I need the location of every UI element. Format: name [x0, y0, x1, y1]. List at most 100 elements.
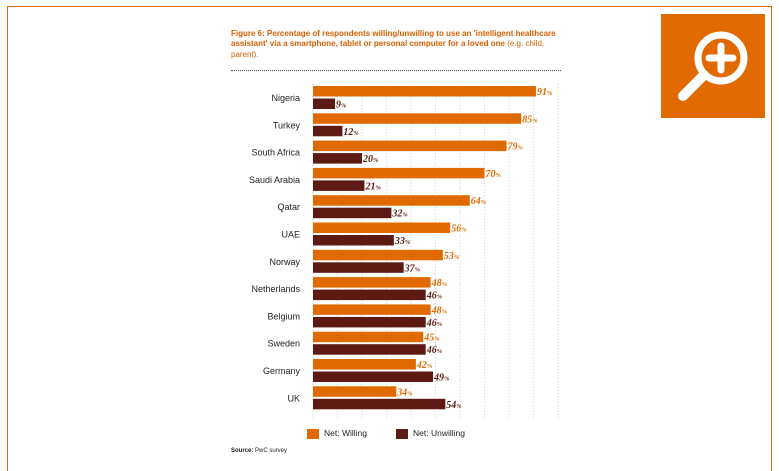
source-label: Source: — [231, 448, 254, 454]
bar-unwilling — [313, 262, 404, 273]
figure-title-light: (e.g. child, parent). — [231, 39, 545, 59]
category-label: UK — [287, 393, 300, 403]
percent-suffix: % — [437, 348, 443, 355]
percent-suffix: % — [454, 254, 460, 261]
percent-suffix: % — [442, 308, 448, 315]
data-label-unwilling: 12% — [343, 127, 359, 138]
data-label-unwilling: 54% — [446, 400, 462, 411]
legend-label-unwilling: Net: Unwilling — [413, 428, 465, 438]
bar-willing — [313, 167, 485, 179]
data-label-unwilling: 46% — [426, 291, 443, 302]
data-label-willing: 70% — [486, 169, 502, 180]
bar-unwilling — [313, 235, 394, 246]
data-label-willing: 79% — [508, 142, 524, 153]
bar-willing — [313, 249, 443, 261]
data-label-unwilling: 33% — [394, 236, 411, 247]
figure-frame — [7, 6, 772, 471]
bar-unwilling — [313, 289, 426, 301]
percent-suffix: % — [437, 321, 443, 328]
data-label-unwilling: 49% — [433, 373, 450, 384]
bar-willing — [313, 195, 470, 206]
bar-willing — [313, 304, 431, 315]
legend-label-willing: Net: Willing — [324, 428, 367, 438]
percent-suffix: % — [442, 281, 448, 288]
bar-unwilling — [313, 207, 392, 219]
data-label-willing: 34% — [396, 387, 413, 398]
bar-unwilling — [313, 180, 365, 191]
category-label: Nigeria — [271, 93, 300, 103]
category-label: Netherlands — [251, 284, 300, 294]
title-divider — [231, 70, 561, 71]
data-label-willing: 42% — [416, 360, 433, 371]
data-label-willing: 85% — [522, 114, 538, 125]
percent-suffix: % — [532, 117, 538, 124]
bar-unwilling — [313, 344, 426, 355]
percent-suffix: % — [456, 403, 462, 410]
data-label-unwilling: 9% — [336, 100, 347, 111]
bar-willing — [313, 386, 397, 397]
percent-suffix: % — [518, 145, 524, 152]
category-label: Qatar — [277, 202, 300, 212]
percent-suffix: % — [547, 90, 553, 97]
bar-willing — [313, 359, 416, 370]
data-label-unwilling: 46% — [426, 345, 443, 356]
data-label-unwilling: 20% — [362, 154, 379, 165]
bar-unwilling — [313, 316, 426, 328]
data-label-unwilling: 46% — [426, 318, 443, 329]
data-label-willing: 64% — [471, 196, 487, 207]
percent-suffix: % — [427, 363, 433, 370]
category-label: Belgium — [267, 311, 300, 321]
bar-willing — [313, 86, 536, 97]
legend-item-unwilling: Net: Unwilling — [396, 428, 465, 439]
percent-suffix: % — [415, 266, 421, 273]
category-label: Sweden — [267, 339, 300, 349]
category-label: Norway — [269, 257, 300, 267]
percent-suffix: % — [496, 172, 502, 179]
data-label-willing: 91% — [537, 87, 553, 98]
magnifier-plus-icon — [678, 31, 748, 101]
percent-suffix: % — [481, 199, 487, 206]
percent-suffix: % — [402, 212, 408, 219]
bar-willing — [313, 113, 522, 124]
percent-suffix: % — [373, 157, 379, 164]
data-label-willing: 53% — [444, 251, 460, 262]
data-label-willing: 45% — [423, 333, 440, 344]
percent-suffix: % — [407, 390, 413, 397]
bar-unwilling — [313, 398, 446, 410]
bar-unwilling — [313, 125, 343, 137]
percent-suffix: % — [444, 376, 450, 383]
source-note: Source: PwC survey — [231, 448, 287, 454]
percent-suffix: % — [434, 336, 440, 343]
percent-suffix: % — [461, 227, 467, 234]
bar-unwilling — [313, 153, 362, 164]
percent-suffix: % — [405, 239, 411, 246]
category-label: South Africa — [251, 148, 300, 158]
category-label: Germany — [263, 366, 301, 376]
category-label: Turkey — [273, 120, 301, 130]
figure-title: Figure 6: Percentage of respondents will… — [231, 29, 561, 60]
percent-suffix: % — [353, 130, 359, 137]
bar-unwilling — [313, 98, 336, 109]
bar-willing — [313, 331, 424, 343]
legend-item-willing: Net: Willing — [307, 428, 367, 439]
percent-suffix: % — [375, 184, 381, 191]
data-label-unwilling: 21% — [364, 181, 381, 192]
percent-suffix: % — [341, 103, 347, 110]
bar-willing — [313, 140, 507, 152]
data-label-willing: 48% — [431, 278, 448, 289]
zoom-button[interactable] — [661, 14, 765, 118]
legend-swatch-unwilling — [396, 428, 408, 439]
bar-willing — [313, 222, 451, 233]
data-label-unwilling: 32% — [391, 209, 408, 220]
category-label: Saudi Arabia — [249, 175, 300, 185]
data-label-willing: 56% — [451, 224, 467, 235]
data-label-unwilling: 37% — [404, 263, 421, 274]
category-label: UAE — [281, 230, 300, 240]
bar-willing — [313, 277, 431, 288]
legend-swatch-willing — [307, 428, 319, 439]
percent-suffix: % — [437, 294, 443, 301]
source-text: PwC survey — [253, 448, 288, 454]
figure-title-bold: Figure 6: Percentage of respondents will… — [231, 29, 556, 49]
bar-unwilling — [313, 371, 434, 382]
